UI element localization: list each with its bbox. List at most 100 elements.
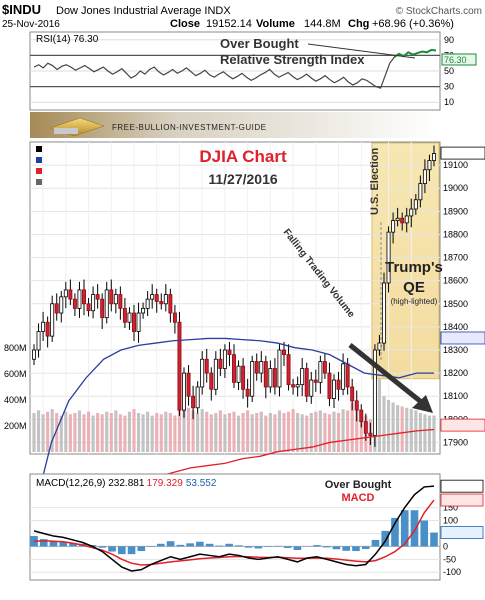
volume-bar	[82, 414, 86, 452]
volume-bar	[391, 402, 395, 452]
rsi-tick-label: 30	[444, 82, 454, 92]
volume-bar	[259, 411, 263, 452]
rsi-current-value: 76.30	[444, 55, 467, 65]
volume-bar	[405, 407, 409, 452]
volume-bar	[396, 405, 400, 452]
volume-bar	[186, 407, 191, 452]
volume-bar	[59, 415, 63, 452]
candle	[272, 358, 277, 395]
candle	[409, 198, 414, 228]
volume-tick-label: 600M	[4, 369, 27, 379]
candle-body	[213, 358, 218, 390]
candle	[77, 281, 82, 318]
rsi-axis: 1030507090	[444, 35, 454, 107]
volume-bar	[155, 413, 159, 452]
macd-tags	[440, 479, 484, 539]
volume-bar	[246, 410, 250, 452]
legend-swatch	[36, 168, 42, 174]
macd-hist-bar	[420, 520, 429, 547]
macd-hist-bar	[196, 541, 204, 547]
candle	[91, 286, 96, 319]
candle-body	[272, 368, 277, 388]
volume-label: Volume	[256, 18, 295, 30]
candle-body	[359, 409, 364, 423]
volume-bar	[236, 415, 241, 452]
candle	[172, 304, 177, 334]
candle	[227, 341, 232, 366]
candle-body	[400, 217, 405, 224]
macd-hist-bar	[332, 546, 341, 550]
candle	[218, 348, 223, 377]
candle-body	[59, 296, 64, 314]
volume-bar	[191, 410, 195, 452]
macd-axis: -100-50050100150	[443, 503, 461, 578]
macd-hist-bar	[186, 543, 194, 547]
qe-annotation-3: (high-lighted)	[391, 297, 438, 306]
candle	[322, 353, 327, 379]
volume-bar	[323, 413, 327, 452]
rsi-annotation-arrow	[307, 43, 416, 59]
price-tick-label: 18500	[443, 299, 468, 309]
volume-bar	[427, 415, 432, 452]
volume-bar	[355, 405, 359, 452]
price-tag	[440, 146, 485, 160]
macd-hist-bar	[264, 546, 272, 547]
volume-bar	[227, 413, 232, 452]
arrowhead-icon	[412, 395, 433, 413]
candle-body	[422, 169, 427, 185]
volume-bar	[332, 411, 336, 452]
candle-body	[345, 363, 350, 388]
volume-bar	[273, 414, 277, 452]
volume-bar	[423, 414, 427, 452]
volume-bar	[377, 379, 382, 452]
candle-body	[122, 307, 127, 323]
candle	[150, 284, 155, 309]
candle-body	[218, 358, 223, 369]
macd-annotation-1: Over Bought	[325, 479, 392, 491]
volume-bar	[250, 414, 254, 452]
candle	[191, 385, 196, 420]
candle-body	[304, 368, 309, 397]
candle-body	[36, 331, 41, 351]
candle-body	[409, 208, 414, 217]
election-annotation: U.S. Election	[369, 147, 381, 215]
candle	[213, 351, 218, 396]
candle	[250, 355, 255, 402]
candle-body	[404, 215, 409, 224]
candle	[59, 291, 64, 323]
index-name: Dow Jones Industrial Average INDX	[56, 5, 231, 17]
candle-body	[259, 361, 264, 374]
candle-body	[232, 354, 236, 383]
volume-bar	[400, 406, 404, 452]
candle-body	[63, 289, 68, 298]
volume-bar	[286, 411, 291, 452]
rsi-overbought-line	[393, 48, 437, 58]
macd-hist-bar	[98, 546, 107, 548]
candle	[277, 344, 282, 397]
candle-body	[159, 301, 164, 305]
candle-body	[427, 160, 432, 171]
macd-hist-bar	[391, 517, 399, 547]
candle-body	[136, 312, 141, 332]
rsi-grid	[30, 39, 440, 103]
volume-tick-label: 400M	[4, 395, 27, 405]
volume-bar	[327, 414, 332, 452]
candle	[204, 348, 209, 383]
candle	[82, 279, 86, 316]
candle	[382, 272, 386, 351]
candle-body	[132, 312, 136, 332]
candle	[182, 367, 186, 418]
candle	[332, 374, 336, 409]
candle	[254, 353, 259, 381]
close-label: Close	[170, 18, 200, 30]
volume-bar	[146, 411, 150, 452]
volume-bar	[182, 402, 186, 452]
candle-body	[95, 294, 100, 300]
volume-tick-label: 800M	[4, 343, 27, 353]
rsi-tick-label: 50	[444, 66, 454, 76]
volume-bar	[218, 410, 222, 452]
volume-bar	[136, 413, 141, 452]
candle-body	[113, 294, 118, 305]
macd-hist-bar	[108, 546, 116, 552]
candle-body	[254, 361, 259, 374]
